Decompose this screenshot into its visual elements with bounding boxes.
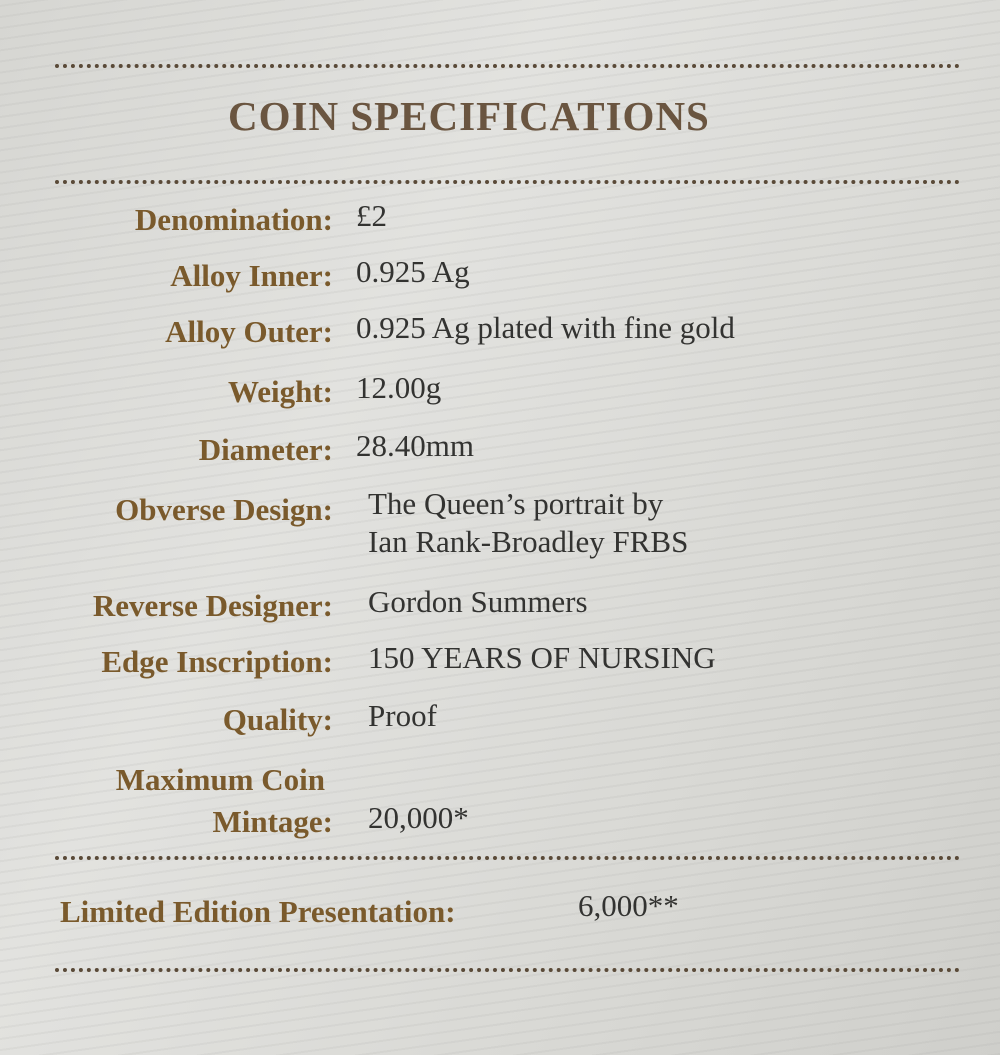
dotted-divider <box>55 856 960 860</box>
spec-value: 0.925 Ag <box>356 254 470 289</box>
page-title: COIN SPECIFICATIONS <box>228 93 710 139</box>
spec-label: Maximum Coin <box>115 762 325 797</box>
spec-value: 0.925 Ag plated with fine gold <box>356 310 735 345</box>
spec-value: The Queen’s portrait by <box>368 486 664 521</box>
dotted-divider <box>55 180 960 184</box>
spec-value: 28.40mm <box>356 428 474 463</box>
spec-label: Alloy Outer: <box>165 314 333 349</box>
spec-value-line2: Ian Rank-Broadley FRBS <box>368 524 689 559</box>
spec-value: Proof <box>368 698 437 733</box>
spec-value: £2 <box>356 198 387 233</box>
spec-label: Denomination: <box>134 202 333 237</box>
spec-label: Obverse Design: <box>115 492 333 527</box>
spec-label: Reverse Designer: <box>92 588 333 623</box>
spec-value: 150 YEARS OF NURSING <box>368 640 716 675</box>
spec-label-line2: Mintage: <box>212 804 333 839</box>
spec-label: Quality: <box>222 702 333 737</box>
spec-value: 12.00g <box>356 370 442 405</box>
limited-edition-value: 6,000** <box>578 888 679 923</box>
spec-label: Edge Inscription: <box>101 644 333 679</box>
spec-label: Diameter: <box>198 432 333 467</box>
spec-value: 20,000* <box>368 800 469 835</box>
spec-label: Alloy Inner: <box>170 258 333 293</box>
dotted-divider <box>55 64 960 68</box>
limited-edition-label: Limited Edition Presentation: <box>60 894 456 929</box>
spec-value: Gordon Summers <box>368 584 588 619</box>
spec-label: Weight: <box>227 374 333 409</box>
dotted-divider <box>55 968 960 972</box>
